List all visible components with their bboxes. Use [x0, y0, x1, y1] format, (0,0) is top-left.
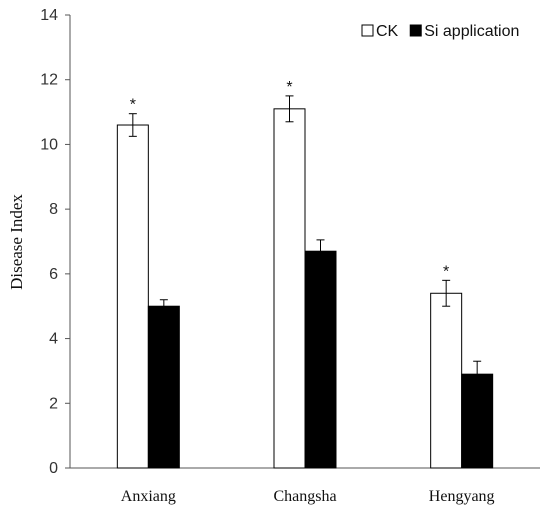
significance-marker: *: [286, 79, 292, 96]
y-tick-label: 14: [40, 7, 58, 24]
bar-anxiang-si-application: [147, 305, 180, 469]
legend-swatch-si-application: [409, 24, 422, 37]
bar-changsha-ck: [273, 108, 306, 469]
y-tick-label: 4: [49, 331, 58, 348]
legend-label-ck: CK: [376, 23, 399, 40]
bar-anxiang-ck: [116, 124, 149, 469]
significance-marker: *: [443, 263, 449, 280]
bar-changsha-si-application: [304, 250, 337, 469]
y-ticks: 0 2 4 6 8 10 12 14: [40, 7, 70, 477]
legend: CK Si application: [361, 23, 519, 40]
x-tick-labels: Anxiang Changsha Hengyang: [121, 488, 495, 505]
bars: * * *: [116, 79, 494, 469]
x-tick-label-changsha: Changsha: [273, 488, 336, 505]
y-axis-title: Disease Index: [7, 194, 26, 290]
x-tick-label-hengyang: Hengyang: [429, 488, 495, 505]
legend-label-si-application: Si application: [424, 23, 519, 40]
bar-hengyang-si-application: [461, 373, 494, 469]
x-tick-label-anxiang: Anxiang: [121, 488, 176, 505]
y-tick-label: 2: [49, 395, 58, 412]
significance-marker: *: [130, 97, 136, 114]
y-tick-label: 0: [49, 460, 58, 477]
y-tick-label: 8: [49, 201, 58, 218]
y-tick-label: 12: [40, 72, 58, 89]
y-tick-label: 10: [40, 136, 58, 153]
legend-swatch-ck: [361, 24, 374, 37]
y-tick-label: 6: [49, 266, 58, 283]
bar-hengyang-ck: [430, 292, 463, 469]
